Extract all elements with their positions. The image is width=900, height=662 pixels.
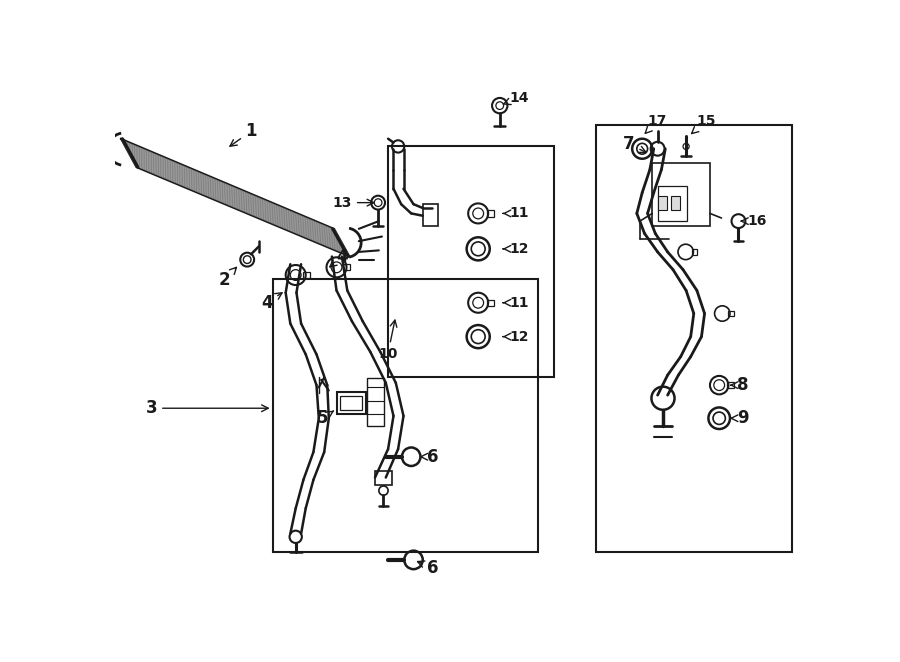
Bar (658, 187, 687, 221)
Text: 10: 10 (378, 320, 398, 361)
Bar (375, 471, 392, 485)
Bar (487, 211, 493, 216)
Text: 4: 4 (329, 248, 348, 267)
Text: 1: 1 (230, 122, 257, 146)
Bar (302, 272, 310, 278)
Bar (273, 279, 538, 552)
Text: 9: 9 (731, 409, 749, 427)
Text: 13: 13 (332, 196, 374, 210)
Bar (652, 163, 710, 226)
Bar (367, 378, 384, 426)
Text: 11: 11 (503, 207, 528, 220)
Text: 3: 3 (146, 399, 268, 417)
Text: 5: 5 (317, 409, 333, 427)
Bar (728, 311, 733, 316)
Bar (344, 264, 350, 270)
Bar (596, 125, 792, 552)
Text: 12: 12 (503, 242, 528, 256)
Bar (692, 249, 698, 255)
Bar (340, 396, 362, 410)
Text: 2: 2 (219, 267, 237, 289)
Bar (388, 146, 554, 377)
Text: 7: 7 (623, 135, 646, 153)
Bar (337, 392, 365, 414)
Text: 6: 6 (418, 559, 438, 577)
Bar (727, 382, 734, 388)
Text: 15: 15 (691, 114, 716, 134)
Bar (658, 197, 667, 211)
Text: 16: 16 (742, 214, 767, 228)
Text: 14: 14 (503, 91, 528, 105)
Text: 4: 4 (261, 293, 282, 312)
Bar (423, 204, 438, 226)
Text: 17: 17 (645, 114, 667, 134)
Text: 12: 12 (503, 330, 528, 344)
Bar (487, 300, 493, 306)
Text: 8: 8 (731, 376, 749, 394)
Text: 11: 11 (503, 296, 528, 310)
Bar (670, 197, 680, 211)
Text: 6: 6 (420, 448, 438, 466)
